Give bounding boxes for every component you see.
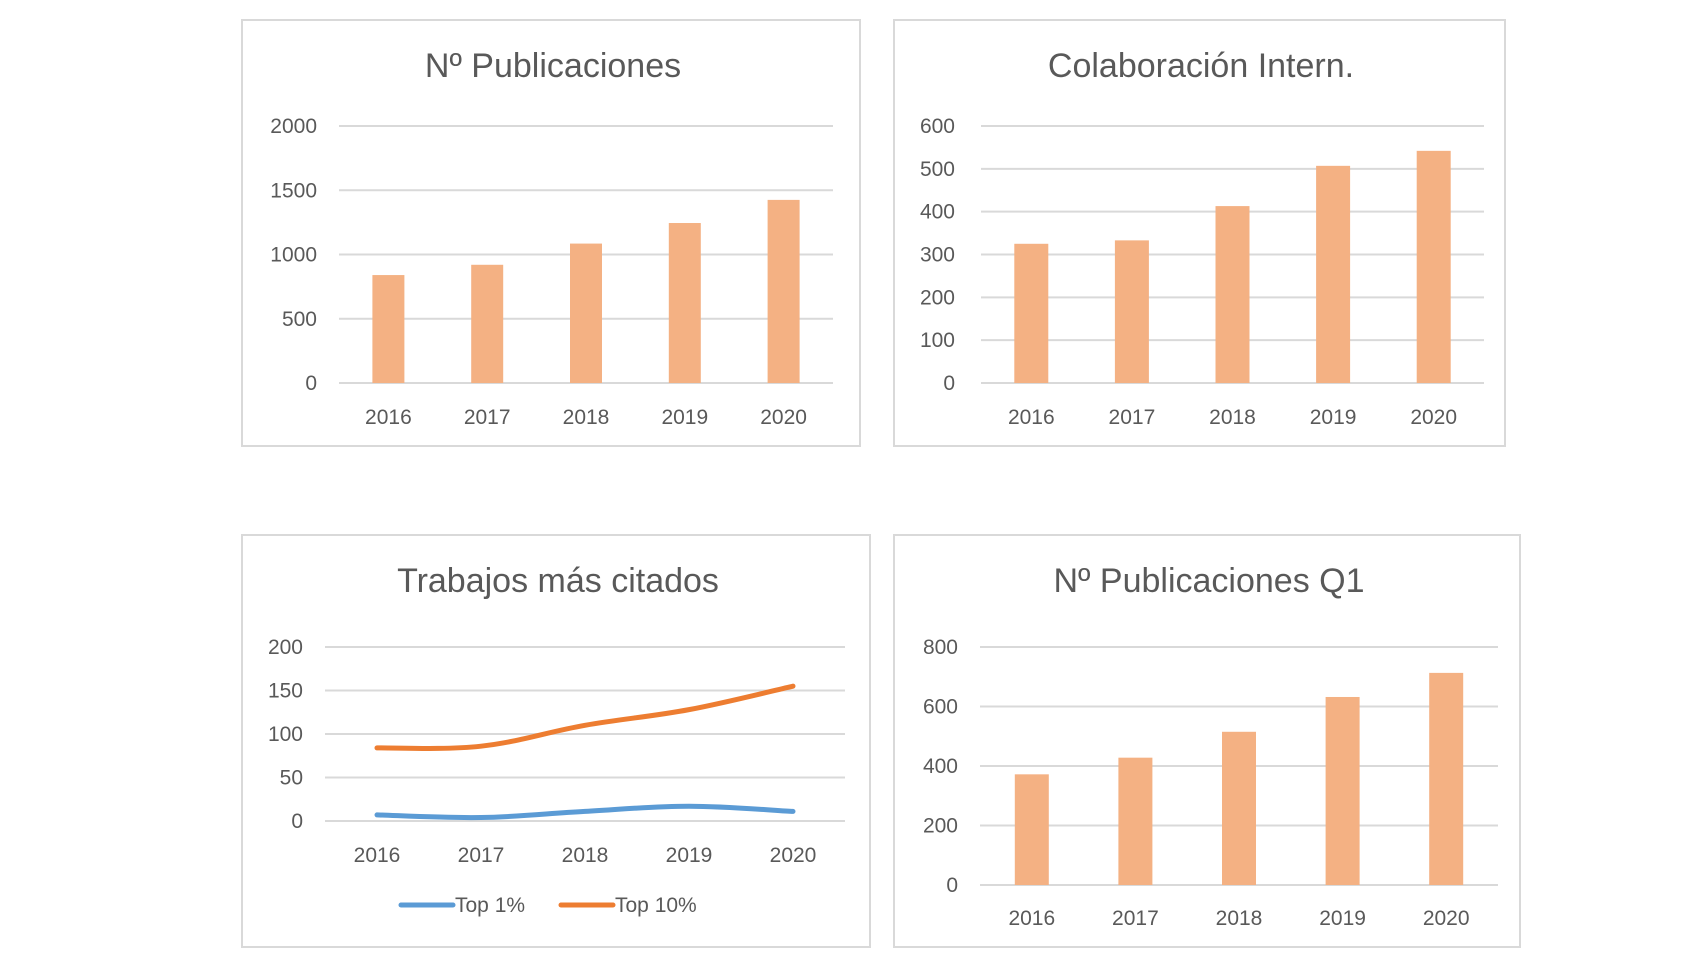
x-tick-label: 2019	[1310, 406, 1357, 429]
bar-2017	[471, 264, 504, 383]
chart-svg-publicaciones: Nº Publicaciones 0 500 1000 1500 2000 2016 201…	[270, 47, 833, 429]
legend-label-top-10: Top 10%	[615, 894, 697, 917]
x-tick-label: 2019	[1319, 907, 1366, 930]
y-tick-label: 400	[920, 201, 955, 224]
y-tick-label: 600	[920, 115, 955, 138]
x-tick-label: 2017	[1109, 406, 1156, 429]
x-tick-label: 2018	[562, 844, 609, 867]
y-tick-label: 0	[291, 810, 303, 833]
y-tick-label: 1000	[270, 244, 317, 267]
chart-panel-colaboracion: Colaboración Intern. 0 100 200 300 400 500 600…	[893, 19, 1506, 447]
y-tick-label: 1500	[270, 179, 317, 202]
bar-2016	[372, 275, 405, 383]
x-tick-label: 2017	[458, 844, 505, 867]
bar-2019	[1325, 696, 1360, 885]
y-tick-label: 200	[920, 286, 955, 309]
chart-title: Nº Publicaciones	[425, 47, 681, 85]
chart-svg-colaboracion: Colaboración Intern. 0 100 200 300 400 500 600…	[920, 47, 1484, 429]
x-tick-label: 2017	[1112, 907, 1159, 930]
chart-panel-citados: Trabajos más citados 0 50 100 150 200 2016 201…	[241, 534, 871, 948]
y-tick-label: 500	[920, 158, 955, 181]
chart-svg-citados: Trabajos más citados 0 50 100 150 200 2016 201…	[268, 562, 845, 917]
y-tick-label: 100	[268, 723, 303, 746]
y-tick-label: 0	[946, 874, 958, 897]
y-tick-label: 0	[305, 372, 317, 395]
y-tick-label: 600	[923, 696, 958, 719]
chart-panel-publicaciones: Nº Publicaciones 0 500 1000 1500 2000 2016 201…	[241, 19, 861, 447]
y-tick-label: 500	[282, 308, 317, 331]
bar-2020	[1429, 672, 1464, 885]
chart-panel-q1: Nº Publicaciones Q1 0 200 400 600 800 2016 201…	[893, 534, 1521, 948]
chart-title: Colaboración Intern.	[1048, 47, 1354, 85]
x-tick-label: 2019	[661, 406, 708, 429]
y-tick-label: 150	[268, 680, 303, 703]
chart-title: Nº Publicaciones Q1	[1053, 562, 1364, 600]
series-line-top-10	[374, 683, 796, 751]
y-tick-label: 0	[943, 372, 955, 395]
y-tick-label: 50	[280, 767, 303, 790]
y-tick-label: 100	[920, 329, 955, 352]
series-line-top-1	[374, 803, 796, 821]
y-tick-label: 300	[920, 244, 955, 267]
x-tick-label: 2019	[666, 844, 713, 867]
bar-2018	[1222, 731, 1256, 885]
bar-2020	[767, 199, 800, 383]
x-tick-label: 2017	[464, 406, 511, 429]
bar-2019	[1316, 165, 1351, 383]
y-tick-label: 800	[923, 636, 958, 659]
y-tick-label: 200	[923, 815, 958, 838]
y-tick-label: 400	[923, 755, 958, 778]
bar-2017	[1118, 757, 1153, 885]
bar-2018	[570, 243, 602, 383]
x-tick-label: 2018	[563, 406, 610, 429]
bar-2016	[1014, 774, 1049, 885]
bar-2019	[668, 223, 701, 383]
chart-svg-q1: Nº Publicaciones Q1 0 200 400 600 800 2016 201…	[923, 562, 1498, 930]
bar-2016	[1014, 243, 1049, 383]
x-tick-label: 2016	[365, 406, 412, 429]
x-tick-label: 2020	[1410, 406, 1457, 429]
bar-2018	[1215, 206, 1250, 383]
x-tick-label: 2016	[354, 844, 401, 867]
x-tick-label: 2020	[770, 844, 817, 867]
x-tick-label: 2016	[1008, 406, 1055, 429]
x-tick-label: 2016	[1008, 907, 1055, 930]
legend-label-top-1: Top 1%	[455, 894, 525, 917]
bar-2020	[1416, 150, 1451, 383]
x-tick-label: 2020	[1423, 907, 1470, 930]
y-tick-label: 200	[268, 636, 303, 659]
chart-title: Trabajos más citados	[397, 562, 719, 600]
bar-2017	[1114, 240, 1149, 383]
y-tick-label: 2000	[270, 115, 317, 138]
x-tick-label: 2018	[1216, 907, 1263, 930]
x-tick-label: 2020	[760, 406, 807, 429]
x-tick-label: 2018	[1209, 406, 1256, 429]
